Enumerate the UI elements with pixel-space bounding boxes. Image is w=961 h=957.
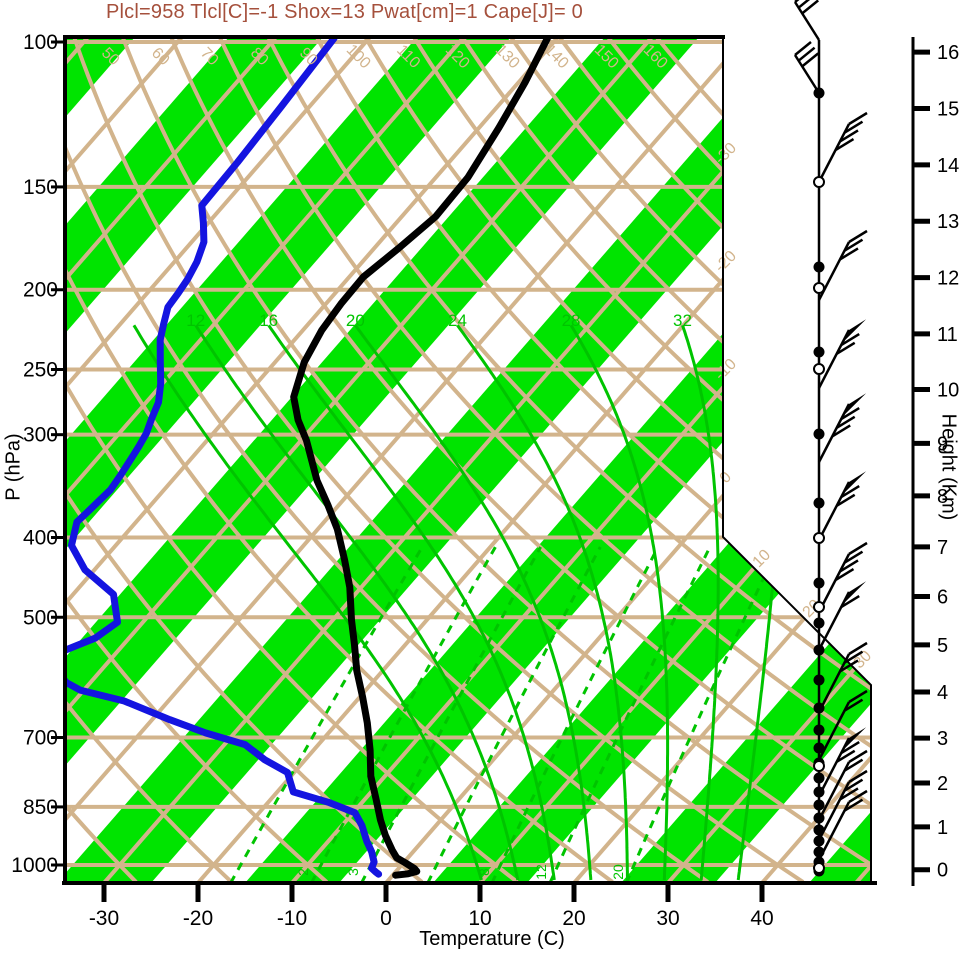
svg-text:400: 400 <box>23 526 58 549</box>
chart-title: Plcl=958 Tlcl[C]=-1 Shox=13 Pwat[cm]=1 C… <box>106 1 583 23</box>
svg-text:1: 1 <box>937 817 948 839</box>
svg-text:-10: -10 <box>277 907 307 930</box>
svg-text:2: 2 <box>937 773 948 795</box>
svg-text:10: 10 <box>937 379 959 401</box>
svg-text:3: 3 <box>345 868 361 876</box>
svg-text:60: 60 <box>148 45 173 70</box>
svg-text:9: 9 <box>937 433 948 455</box>
svg-text:24: 24 <box>448 311 467 330</box>
svg-text:500: 500 <box>23 606 58 629</box>
svg-text:20: 20 <box>610 864 626 880</box>
svg-text:15: 15 <box>937 99 959 121</box>
svg-text:6: 6 <box>937 587 948 609</box>
svg-text:12: 12 <box>186 311 205 330</box>
svg-text:30: 30 <box>656 907 679 930</box>
temperature-curve <box>290 37 551 879</box>
svg-text:7: 7 <box>937 537 948 559</box>
plot-area <box>65 37 871 883</box>
svg-text:700: 700 <box>23 727 58 750</box>
svg-text:28: 28 <box>562 311 581 330</box>
svg-text:0: 0 <box>937 860 948 882</box>
svg-text:150: 150 <box>23 176 58 199</box>
svg-text:8: 8 <box>476 868 492 876</box>
svg-text:14: 14 <box>937 155 959 177</box>
x-axis-label: Temperature (C) <box>419 928 565 950</box>
svg-text:250: 250 <box>23 359 58 382</box>
dewpoint-curve <box>65 37 383 878</box>
svg-text:20: 20 <box>562 907 585 930</box>
svg-text:8: 8 <box>937 486 948 508</box>
svg-text:0: 0 <box>380 907 392 930</box>
svg-text:3: 3 <box>937 728 948 750</box>
svg-text:32: 32 <box>673 311 692 330</box>
svg-text:-30: -30 <box>89 907 119 930</box>
svg-text:12: 12 <box>937 268 959 290</box>
svg-text:300: 300 <box>23 424 58 447</box>
svg-text:40: 40 <box>750 907 773 930</box>
y-axis-label: P (hPa) <box>2 433 25 501</box>
svg-text:11: 11 <box>937 324 958 346</box>
svg-text:12: 12 <box>533 864 549 880</box>
svg-text:16: 16 <box>937 42 959 64</box>
svg-text:1000: 1000 <box>11 854 58 877</box>
svg-text:0: 0 <box>717 469 735 487</box>
svg-text:200: 200 <box>23 279 58 302</box>
svg-text:850: 850 <box>23 796 58 819</box>
wind-barb-staff <box>793 0 868 877</box>
svg-text:100: 100 <box>23 31 58 54</box>
svg-text:2: 2 <box>295 868 311 876</box>
svg-text:5: 5 <box>937 635 948 657</box>
svg-text:16: 16 <box>259 311 278 330</box>
svg-text:13: 13 <box>937 211 959 233</box>
height-axis-label: Height (Km) <box>937 413 960 521</box>
svg-text:4: 4 <box>937 682 948 704</box>
svg-text:-20: -20 <box>712 248 740 276</box>
svg-text:-20: -20 <box>183 907 213 930</box>
svg-text:20: 20 <box>346 311 365 330</box>
svg-text:10: 10 <box>468 907 491 930</box>
